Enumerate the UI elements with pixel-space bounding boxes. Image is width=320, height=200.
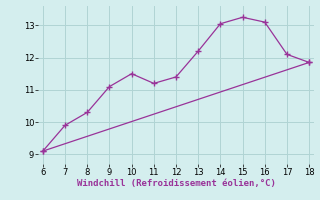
- X-axis label: Windchill (Refroidissement éolien,°C): Windchill (Refroidissement éolien,°C): [76, 179, 276, 188]
